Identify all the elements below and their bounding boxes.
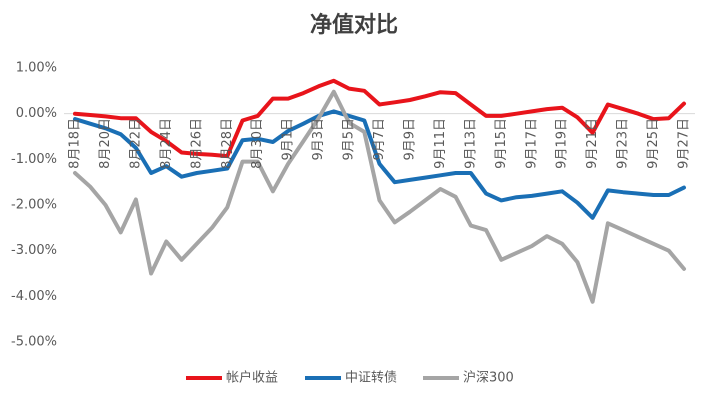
x-tick-label: 8月20日 [98, 118, 113, 169]
x-tick-label: 9月23日 [616, 118, 631, 169]
x-tick-label: 9月11日 [433, 118, 448, 169]
y-tick-label: 0.00% [16, 106, 57, 121]
x-tick-label: 9月13日 [463, 118, 478, 169]
x-tick-label: 9月25日 [646, 118, 661, 169]
x-tick-label: 8月18日 [68, 118, 83, 169]
series-line [73, 78, 686, 159]
x-tick-label: 9月21日 [585, 118, 600, 169]
y-tick-label: -3.00% [11, 243, 57, 258]
y-tick-label: 1.00% [16, 61, 57, 76]
x-tick-label: 8月26日 [189, 118, 204, 169]
legend-label: 帐户收益 [226, 370, 278, 386]
x-tick-label: 8月22日 [128, 118, 143, 169]
x-tick-label: 9月5日 [342, 118, 357, 161]
x-tick-label: 9月1日 [281, 118, 296, 161]
legend-label: 沪深300 [463, 370, 514, 386]
legend-label: 中证转债 [345, 371, 397, 386]
x-tick-label: 9月17日 [524, 118, 539, 169]
chart-title: 净值对比 [310, 12, 398, 38]
series-line [73, 89, 686, 304]
x-tick-label: 9月9日 [402, 118, 417, 161]
x-tick-label: 8月30日 [250, 118, 265, 169]
y-tick-label: -4.00% [11, 289, 57, 304]
x-tick-label: 8月24日 [159, 118, 174, 169]
x-tick-label: 9月19日 [555, 118, 570, 169]
series-line [73, 109, 686, 220]
x-tick-label: 9月7日 [372, 118, 387, 161]
x-tick-label: 9月3日 [311, 118, 326, 161]
y-tick-label: -1.00% [11, 152, 57, 167]
y-tick-label: -5.00% [11, 335, 57, 350]
x-tick-label: 9月15日 [494, 118, 509, 169]
x-tick-label: 8月28日 [220, 118, 235, 169]
y-tick-label: -2.00% [11, 198, 57, 213]
x-tick-label: 9月27日 [677, 118, 692, 169]
